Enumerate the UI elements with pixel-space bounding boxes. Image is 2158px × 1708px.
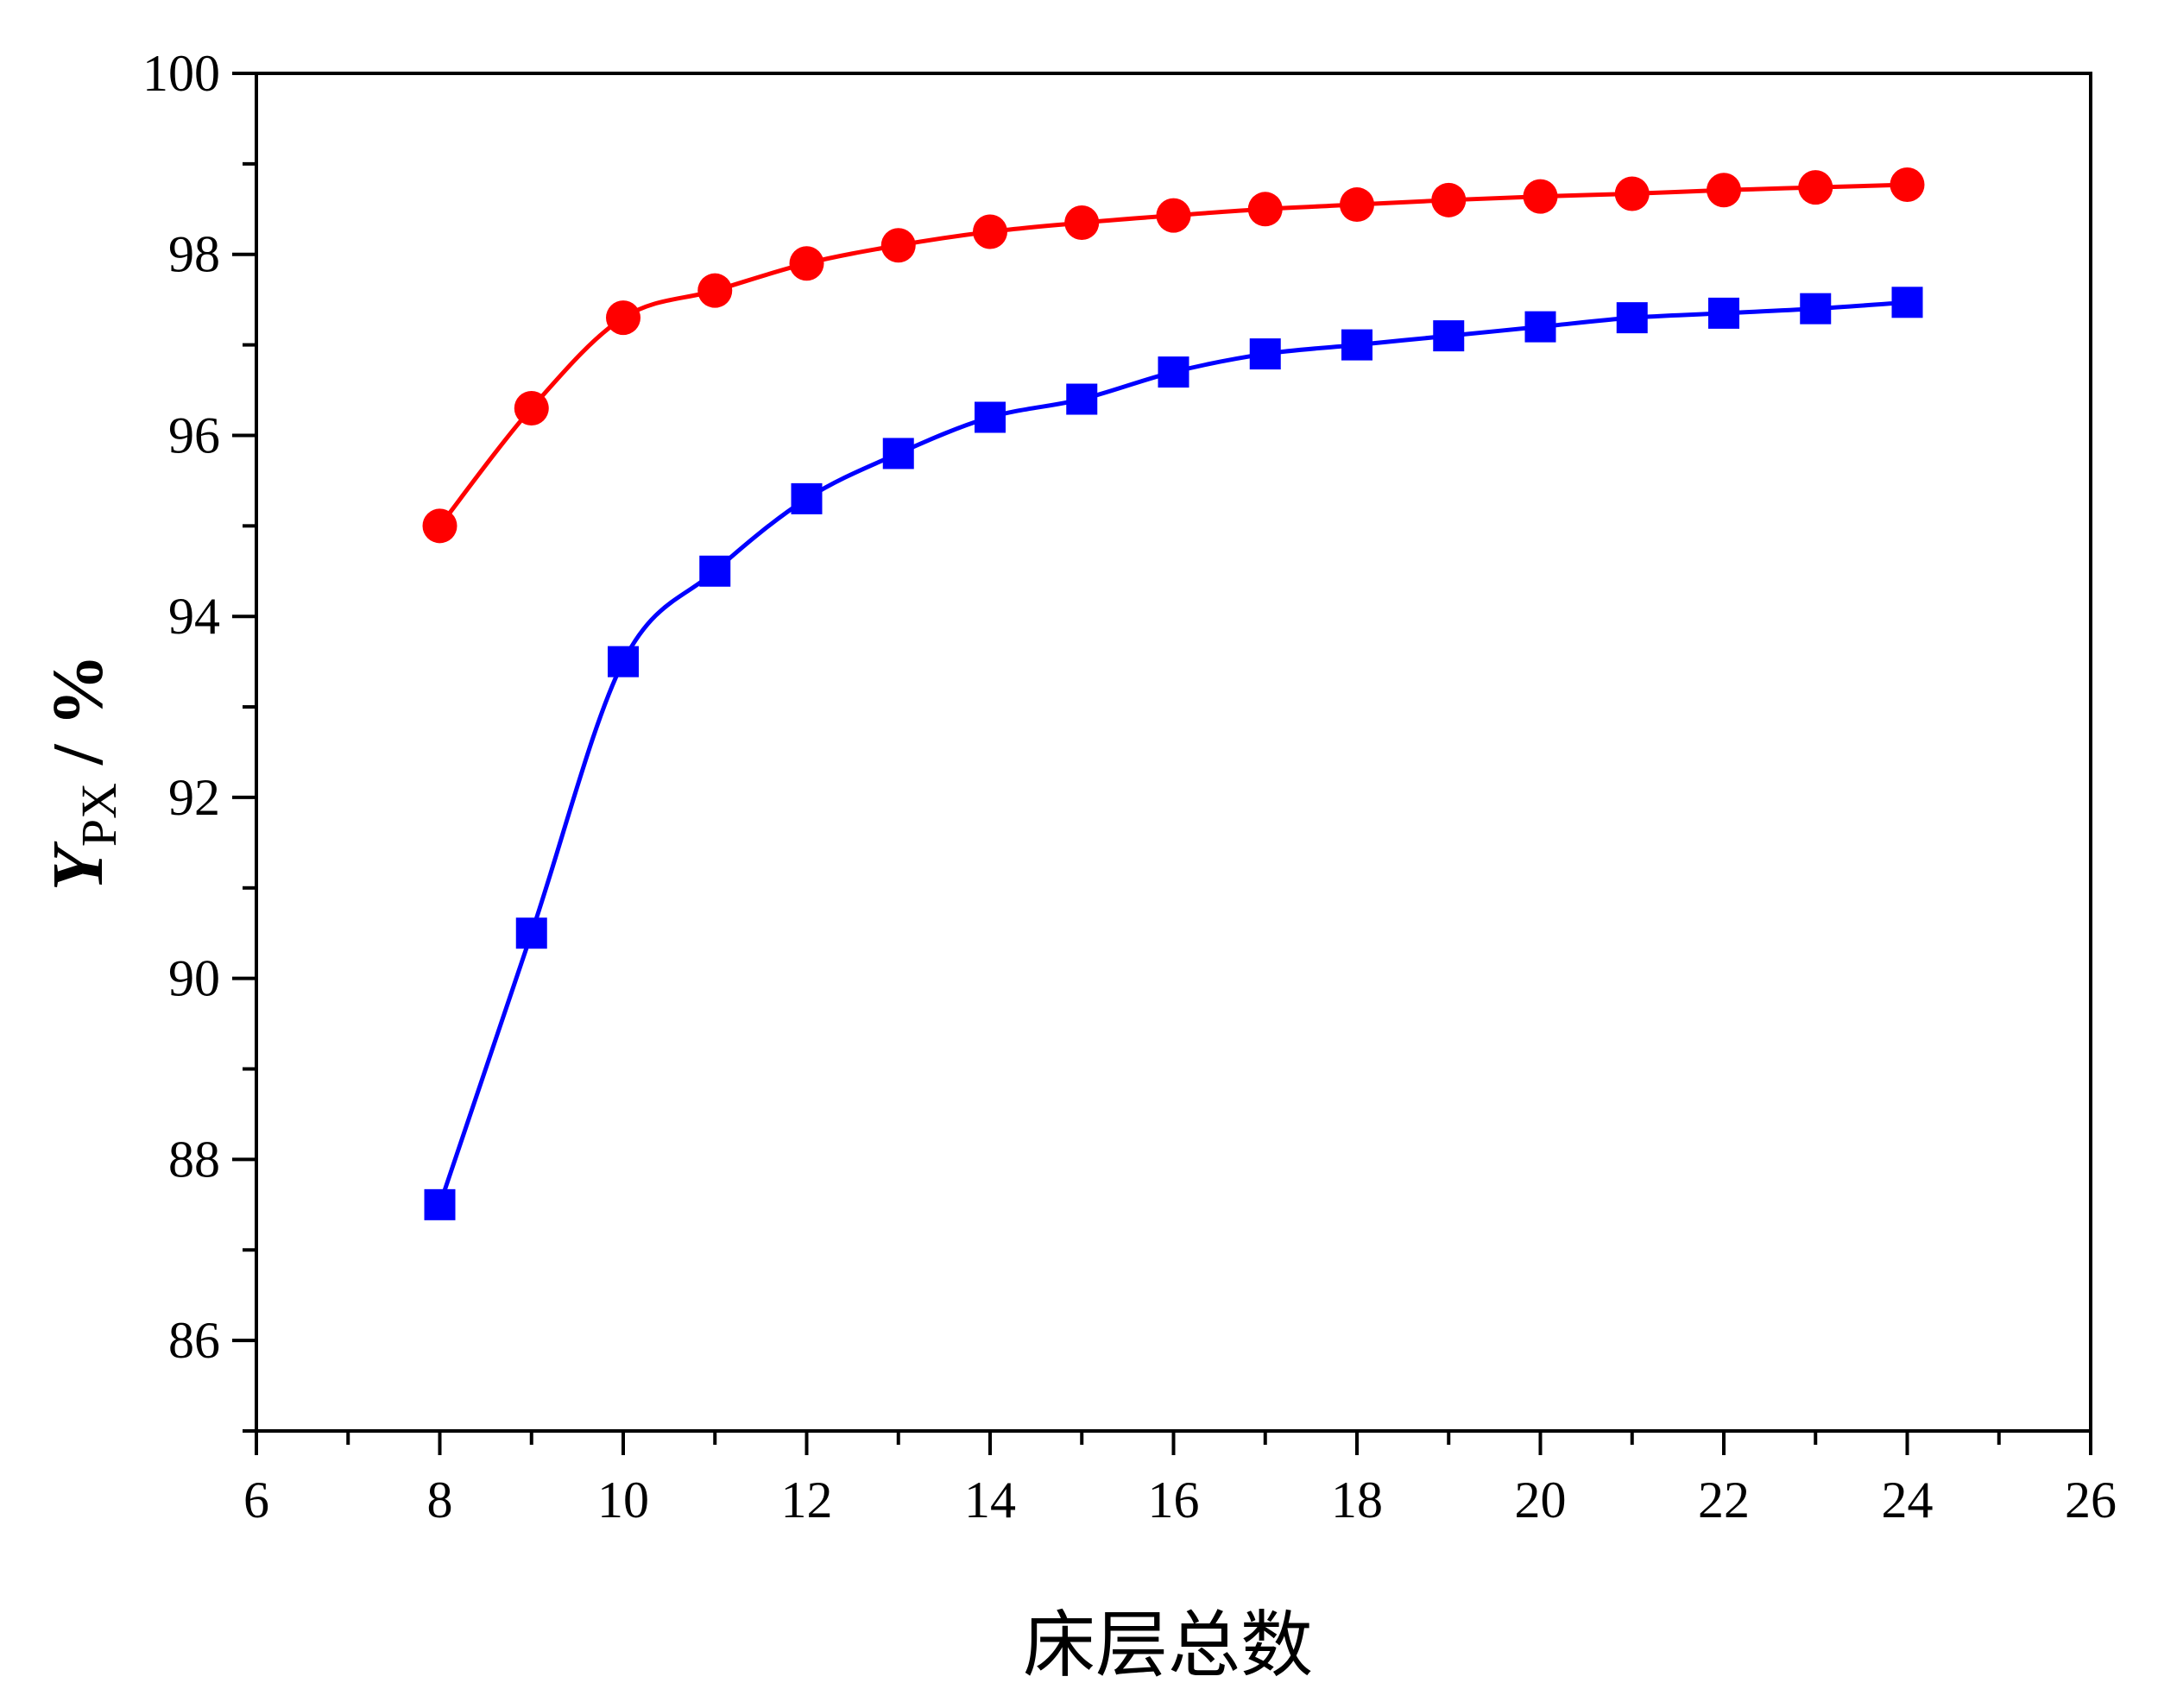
x-tick-label: 18 <box>1331 1472 1383 1528</box>
y-tick-label: 96 <box>168 407 220 463</box>
series-2-point <box>882 438 914 470</box>
series-lines <box>438 182 1908 1206</box>
x-axis-title: 床层总数 <box>1023 1606 1313 1686</box>
series-1-point <box>1340 187 1374 223</box>
series-markers <box>422 167 1925 1220</box>
x-tick-label: 20 <box>1515 1472 1567 1528</box>
y-axis-title-unit: / % <box>38 654 118 783</box>
y-tick-label: 88 <box>168 1131 220 1188</box>
series-1-point <box>880 228 916 263</box>
y-axis-title-symbol: Y <box>38 841 118 891</box>
y-axis-title-subscript: PX <box>71 783 127 847</box>
series-1-point <box>514 391 549 426</box>
series-2-point <box>1524 311 1556 343</box>
series-1-point <box>1247 192 1283 227</box>
series-2-point <box>699 555 731 587</box>
x-tick-label: 26 <box>2065 1472 2117 1528</box>
series-1-point <box>1064 205 1100 241</box>
series-2-point <box>424 1188 456 1220</box>
series-1-point <box>1707 173 1741 208</box>
series-2-point <box>1433 320 1465 352</box>
y-tick-label: 90 <box>168 950 220 1007</box>
series-2-point <box>1708 297 1739 329</box>
series-2-point <box>791 482 823 514</box>
x-tick-label: 22 <box>1698 1472 1750 1528</box>
series-2-point <box>1891 287 1923 318</box>
series-1-point <box>1156 198 1191 233</box>
series-1-point <box>1798 170 1833 205</box>
series-1-point <box>697 273 733 308</box>
x-tick-label: 14 <box>964 1472 1016 1528</box>
y-tick-label: 98 <box>168 226 220 283</box>
x-tick-label: 16 <box>1148 1472 1200 1528</box>
y-tick-label: 92 <box>168 769 220 826</box>
series-2-point <box>1616 302 1648 334</box>
series-2-point <box>515 917 547 949</box>
series-1-point <box>973 214 1007 249</box>
x-tick-label: 24 <box>1882 1472 1934 1528</box>
y-tick-label: 86 <box>168 1312 220 1369</box>
x-tick-label: 8 <box>427 1472 453 1528</box>
series-2-point <box>1800 293 1832 325</box>
series-2-point <box>1341 329 1372 361</box>
series-1-point <box>1431 182 1467 217</box>
y-tick-labels: 86 88 90 92 94 96 98 100 <box>142 45 220 1369</box>
series-1-point <box>789 246 824 281</box>
y-axis-title: YPX / % <box>38 654 127 892</box>
series-2-point <box>1066 383 1098 415</box>
y-tick-label: 94 <box>168 588 220 645</box>
x-tick-label: 12 <box>781 1472 833 1528</box>
axis-ticks <box>232 72 2092 1455</box>
plot-frame <box>255 72 2092 1433</box>
series-2-line <box>438 299 1908 1206</box>
y-tick-label: 100 <box>142 45 220 102</box>
x-tick-label: 10 <box>597 1472 649 1528</box>
series-1-point <box>606 300 640 336</box>
plot-area-border <box>255 72 2092 1433</box>
x-tick-label: 6 <box>243 1472 269 1528</box>
series-2-point <box>608 646 639 678</box>
series-2-point <box>1158 356 1189 388</box>
series-1-point <box>1523 179 1558 214</box>
series-1-point <box>1890 167 1925 202</box>
series-1-line <box>438 182 1908 527</box>
series-1-point <box>422 508 457 544</box>
x-tick-labels: 6 8 10 12 14 16 18 20 22 24 26 <box>243 1472 2117 1528</box>
series-2-point <box>1249 338 1281 370</box>
series-2-point <box>975 401 1006 433</box>
series-1-point <box>1614 176 1650 211</box>
